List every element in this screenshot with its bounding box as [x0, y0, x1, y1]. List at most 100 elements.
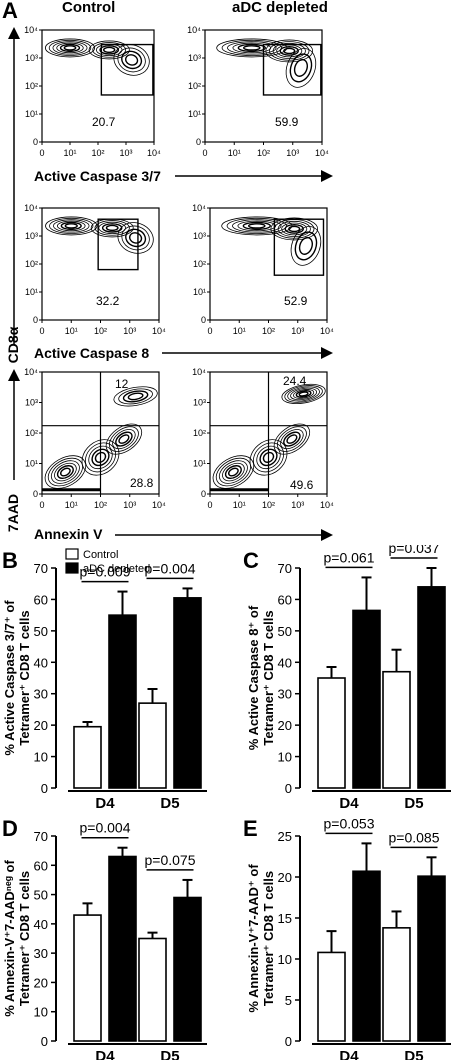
- panel-letter-d: D: [2, 816, 18, 841]
- flow-plot-depleted-caspase37: 00 10¹ 10¹ 10² 10² 10³ 10³ 10⁴ 10⁴: [187, 25, 329, 158]
- y-axis-label-line2: Tetramer⁺ CD8 T cells: [261, 871, 276, 1006]
- y-tick-label: 50: [34, 888, 48, 903]
- y-tick-label: 10²: [193, 259, 206, 269]
- column-title-adc-depleted: aDC depleted: [232, 0, 328, 16]
- panel-letter-a: A: [2, 0, 18, 23]
- y-tick-label: 0: [196, 137, 201, 147]
- y-tick-label: 5: [285, 993, 292, 1008]
- y-tick-label: 0: [41, 781, 48, 796]
- bar: [317, 951, 346, 1042]
- y-tick-label: 0: [201, 315, 206, 325]
- y-tick-label: 10¹: [188, 109, 201, 119]
- y-tick-label: 10³: [193, 398, 206, 408]
- p-value-label: p=0.037: [389, 545, 440, 556]
- p-value-label: p=0.009: [80, 564, 131, 580]
- legend-label: aDC depleted: [83, 563, 150, 575]
- flow-plot-control-caspase37: 00 10¹ 10¹ 10² 10² 10³ 10³ 10⁴ 10⁴: [24, 25, 161, 158]
- bar: [417, 875, 446, 1042]
- x-tick-label: 10⁴: [152, 500, 166, 510]
- x-tick-label: 10³: [291, 326, 304, 336]
- x-tick-label: 10¹: [233, 326, 246, 336]
- y-tick-label: 10¹: [25, 109, 38, 119]
- bar: [73, 725, 102, 789]
- quad-lower-control-annexin: 28.8: [130, 476, 154, 490]
- gate-value-control-caspase8: 32.2: [96, 294, 120, 308]
- bar: [352, 870, 381, 1042]
- gate-value-depleted-caspase37: 59.9: [275, 115, 299, 129]
- y-tick-label: 10⁴: [187, 25, 201, 35]
- x-tick-label: 10²: [91, 148, 104, 158]
- x-tick-label: 0: [39, 148, 44, 158]
- x-tick-label: 10³: [291, 500, 304, 510]
- x-tick-label: 10¹: [63, 148, 76, 158]
- gate-box: [100, 43, 154, 96]
- y-tick-label: 20: [278, 718, 292, 733]
- y-tick-label: 10³: [25, 398, 38, 408]
- x-tick-label: 10³: [119, 148, 132, 158]
- x-tick-label: 10³: [123, 500, 136, 510]
- y-axis-label-line1: % Annexin-V⁺7-AADⁿᵉᵍ of: [2, 860, 17, 1017]
- p-value-label: p=0.004: [80, 820, 131, 836]
- y-tick-label: 40: [34, 917, 48, 932]
- x-tick-label: 0: [207, 500, 212, 510]
- y-tick-label: 0: [33, 315, 38, 325]
- gate-box: [97, 218, 139, 271]
- y-tick-label: 10²: [25, 259, 38, 269]
- y-tick-label: 40: [34, 655, 48, 670]
- flow-plot-depleted-caspase8: 00 10¹ 10¹ 10² 10² 10³ 10³ 10⁴ 10⁴: [192, 203, 334, 336]
- y-tick-label: 70: [34, 561, 48, 576]
- xlabel-annexin: Annexin V: [34, 526, 103, 542]
- x-tick-label: 10²: [262, 500, 275, 510]
- y-tick-label: 10³: [193, 231, 206, 241]
- y-tick-label: 50: [278, 624, 292, 639]
- y-tick-label: 30: [34, 946, 48, 961]
- p-value-label: p=0.085: [389, 829, 440, 845]
- x-tick-label: 0: [207, 326, 212, 336]
- y-tick-label: 25: [278, 829, 292, 844]
- flow-plot-depleted-annexin: 00 10¹ 10¹ 10² 10² 10³ 10³ 10⁴ 10⁴: [192, 367, 334, 510]
- y-tick-label: 10: [34, 1005, 48, 1020]
- y-tick-label: 10⁴: [24, 367, 38, 377]
- x-tick-label: 10²: [94, 326, 107, 336]
- y-tick-label: 10²: [25, 81, 38, 91]
- flow-plot-control-caspase8: 00 10¹ 10¹ 10² 10² 10³ 10³ 10⁴ 10⁴: [24, 203, 166, 336]
- panel-letter-c: C: [243, 548, 259, 573]
- y-tick-label: 10: [278, 750, 292, 765]
- y-tick-label: 10³: [25, 231, 38, 241]
- x-tick-label: 0: [39, 500, 44, 510]
- chart-b: 0 10 20 30 40 50 60 70 % Active Caspase 3/7⁺ of T…: [2, 548, 207, 812]
- gate-box: [273, 218, 325, 276]
- y-tick-label: 30: [278, 687, 292, 702]
- y-tick-label: 10¹: [193, 287, 206, 297]
- y-tick-label: 70: [34, 829, 48, 844]
- chart-d: 0 10 20 30 40 50 60 70 % Annexin-V⁺7-AADⁿᵉᵍ of Te…: [2, 820, 207, 1060]
- y-axis-label-line1: % Annexin-V⁺7-AAD⁺ of: [246, 864, 261, 1013]
- x-tick-label: 0: [202, 148, 207, 158]
- flow-panels: CD8α 7AAD Active Caspase 3/7 Active Casp…: [5, 25, 334, 542]
- bar: [173, 896, 202, 1042]
- x-tick-label: 10²: [94, 500, 107, 510]
- y-tick-label: 10³: [188, 53, 201, 63]
- quad-lower-depleted-annexin: 49.6: [290, 478, 314, 492]
- xlabel-caspase37: Active Caspase 3/7: [34, 168, 161, 184]
- gate-value-control-caspase37: 20.7: [92, 115, 116, 129]
- p-value-label: p=0.053: [324, 815, 375, 831]
- y-tick-label: 10¹: [25, 287, 38, 297]
- quad-upper-depleted-annexin: 24.4: [283, 374, 307, 388]
- x-tick-label: 10⁴: [320, 326, 334, 336]
- bar: [317, 677, 346, 789]
- bar: [352, 609, 381, 789]
- y-tick-label: 50: [34, 624, 48, 639]
- chart-c: 0 10 20 30 40 50 60 70 % Active Caspase 8⁺ of Tet…: [246, 545, 451, 812]
- y-tick-label: 20: [34, 718, 48, 733]
- y-tick-label: 10¹: [25, 459, 38, 469]
- p-value-label: p=0.004: [145, 560, 196, 576]
- column-title-control: Control: [62, 0, 116, 16]
- bar: [417, 586, 446, 789]
- category-label: D4: [95, 1048, 115, 1060]
- y-tick-label: 0: [285, 781, 292, 796]
- x-tick-label: 10⁴: [315, 148, 329, 158]
- y-tick-label: 10: [278, 952, 292, 967]
- x-tick-label: 10²: [262, 326, 275, 336]
- y-tick-label: 10⁴: [192, 367, 206, 377]
